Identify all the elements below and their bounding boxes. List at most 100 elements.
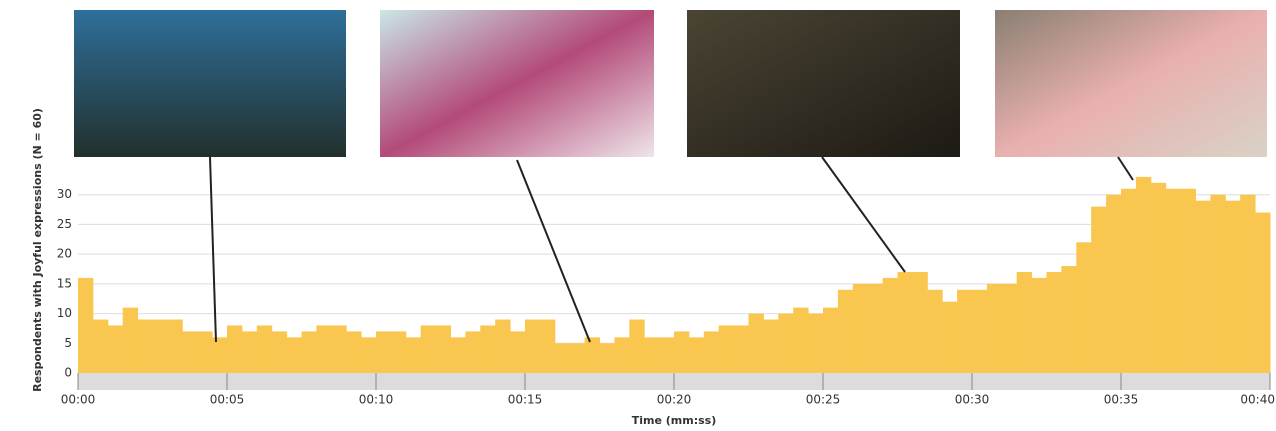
step-bar <box>436 325 451 373</box>
step-bar <box>808 314 823 373</box>
step-bar <box>1047 272 1062 373</box>
y-tick-label: 0 <box>64 366 72 380</box>
y-tick-label: 25 <box>57 217 72 231</box>
step-bar <box>749 314 764 373</box>
step-bar <box>123 308 138 373</box>
thumbnail-ink <box>380 10 654 157</box>
x-tick-label: 00:40 <box>1240 393 1275 407</box>
step-bar <box>197 331 212 373</box>
step-bar <box>1121 189 1136 373</box>
step-bar <box>1002 284 1017 373</box>
step-bar <box>331 325 346 373</box>
step-bar <box>376 331 391 373</box>
step-bar <box>838 290 853 373</box>
step-bar <box>600 343 615 373</box>
step-bar <box>1091 207 1106 373</box>
step-bar <box>1076 242 1091 373</box>
chart: Respondents with Joyful expressions (N =… <box>0 0 1276 431</box>
step-bar <box>987 284 1002 373</box>
y-tick-label: 30 <box>57 187 72 201</box>
thumbnail-snake <box>687 10 960 157</box>
step-bar <box>659 337 674 373</box>
step-bar <box>361 337 376 373</box>
step-bar <box>480 325 495 373</box>
step-bar <box>927 290 942 373</box>
step-bar <box>406 337 421 373</box>
y-tick-label: 15 <box>57 276 72 290</box>
step-bar <box>793 308 808 373</box>
step-bar <box>1151 183 1166 373</box>
step-bar <box>1136 177 1151 373</box>
step-bar <box>898 272 913 373</box>
step-bar <box>108 325 123 373</box>
x-tick-label: 00:25 <box>806 393 841 407</box>
step-bar <box>957 290 972 373</box>
plot-area <box>78 177 1271 373</box>
step-bar <box>778 314 793 373</box>
x-tick-label: 00:35 <box>1104 393 1139 407</box>
step-bar <box>138 320 153 373</box>
y-tick-label: 10 <box>57 306 72 320</box>
step-bar <box>1196 201 1211 373</box>
step-bar <box>1255 213 1270 373</box>
step-bar <box>346 331 361 373</box>
step-bar <box>763 320 778 373</box>
step-bar <box>1210 195 1225 373</box>
step-bar <box>451 337 466 373</box>
thumbnail-sea <box>74 10 346 157</box>
x-tick-label: 00:15 <box>508 393 543 407</box>
step-bar <box>212 337 227 373</box>
step-bar <box>853 284 868 373</box>
step-bar <box>868 284 883 373</box>
step-bar <box>644 337 659 373</box>
step-bar <box>391 331 406 373</box>
step-bar <box>912 272 927 373</box>
step-bar <box>287 337 302 373</box>
step-bar <box>525 320 540 373</box>
connector <box>517 160 590 342</box>
step-bar <box>614 337 629 373</box>
step-bar <box>316 325 331 373</box>
x-tick-label: 00:05 <box>210 393 245 407</box>
step-bar <box>689 337 704 373</box>
step-bar <box>719 325 734 373</box>
step-bar <box>495 320 510 373</box>
x-tick-label: 00:20 <box>657 393 692 407</box>
y-axis-label: Respondents with Joyful expressions (N =… <box>31 108 44 392</box>
step-bar <box>555 343 570 373</box>
step-bar <box>78 278 93 373</box>
x-tick-label: 00:30 <box>955 393 990 407</box>
step-bar <box>421 325 436 373</box>
step-bar <box>674 331 689 373</box>
step-bar <box>734 325 749 373</box>
step-bar <box>465 331 480 373</box>
step-bar <box>942 302 957 373</box>
step-bar <box>972 290 987 373</box>
connector <box>210 157 216 342</box>
step-bar <box>272 331 287 373</box>
step-bar <box>570 343 585 373</box>
step-bar <box>883 278 898 373</box>
step-bar <box>585 337 600 373</box>
step-bar <box>540 320 555 373</box>
connector <box>822 157 905 272</box>
step-bar <box>629 320 644 373</box>
step-bar <box>1106 195 1121 373</box>
step-bar <box>167 320 182 373</box>
step-bar <box>153 320 168 373</box>
thumbnail-baby <box>995 10 1267 157</box>
step-bar <box>1240 195 1255 373</box>
step-bar <box>242 331 257 373</box>
connector <box>1118 157 1133 180</box>
y-tick-label: 5 <box>64 336 72 350</box>
step-bar <box>93 320 108 373</box>
step-bar <box>823 308 838 373</box>
step-bar <box>704 331 719 373</box>
step-bar <box>1017 272 1032 373</box>
step-bar <box>1166 189 1181 373</box>
step-bar <box>227 325 242 373</box>
step-bar <box>182 331 197 373</box>
y-tick-label: 20 <box>57 247 72 261</box>
x-tick-label: 00:00 <box>61 393 96 407</box>
x-axis-label: Time (mm:ss) <box>632 414 717 427</box>
